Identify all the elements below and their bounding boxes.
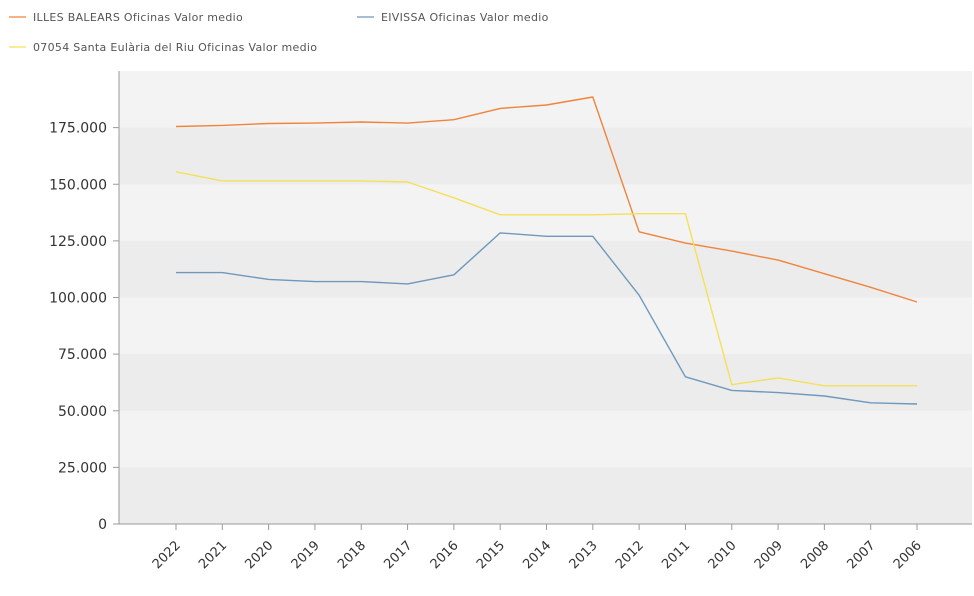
series-line-1	[175, 96, 918, 303]
grid-band	[119, 354, 972, 411]
x-tick-label: 2020	[242, 538, 276, 572]
legend-item-1: ILLES BALEARS Oficinas Valor medio	[9, 11, 243, 24]
x-tick-label: 2008	[798, 538, 832, 572]
x-tick-label: 2017	[381, 538, 415, 572]
legend-label: EIVISSA Oficinas Valor medio	[381, 11, 549, 24]
legend-label: ILLES BALEARS Oficinas Valor medio	[33, 11, 243, 24]
legend-item-2: EIVISSA Oficinas Valor medio	[357, 11, 549, 24]
y-tick-label: 175.000	[49, 121, 107, 137]
x-tick-label: 2012	[613, 538, 647, 572]
x-tick-label: 2007	[845, 538, 879, 572]
x-tick-label: 2022	[150, 538, 184, 572]
x-tick-label: 2015	[474, 538, 508, 572]
y-tick-label: 0	[98, 517, 107, 533]
legend-item-3: 07054 Santa Eulària del Riu Oficinas Val…	[9, 41, 317, 54]
x-tick-label: 2009	[752, 538, 786, 572]
x-axis: 2022 2021 2020 2019 2018 2017 2016 2015 2014 2013…	[150, 524, 925, 572]
x-tick-label: 2014	[520, 538, 554, 572]
legend: ILLES BALEARS Oficinas Valor medio EIVISS…	[9, 11, 549, 54]
series-layer	[175, 96, 918, 405]
y-tick-label: 150.000	[49, 177, 107, 193]
x-tick-label: 2021	[196, 538, 230, 572]
series-line-3	[175, 171, 917, 387]
y-tick-label: 100.000	[49, 291, 107, 307]
legend-label: 07054 Santa Eulària del Riu Oficinas Val…	[33, 41, 317, 54]
plot-background	[118, 71, 972, 525]
x-tick-label: 2006	[891, 538, 925, 572]
x-tick-label: 2016	[428, 538, 462, 572]
y-tick-label: 75.000	[58, 347, 107, 363]
x-tick-label: 2019	[289, 538, 323, 572]
x-tick-label: 2010	[706, 538, 740, 572]
x-tick-label: 2013	[567, 538, 601, 572]
y-tick-label: 25.000	[58, 460, 107, 476]
grid-band	[119, 467, 972, 524]
y-axis: 0 25.000 50.000 75.000 100.000 125.000 150.000…	[49, 121, 119, 533]
y-tick-label: 50.000	[58, 404, 107, 420]
grid-band	[119, 127, 972, 185]
x-tick-label: 2011	[659, 538, 693, 572]
x-tick-label: 2018	[335, 538, 369, 572]
series-line-2	[176, 232, 918, 405]
y-tick-label: 125.000	[49, 234, 107, 250]
grid-band	[119, 240, 972, 298]
